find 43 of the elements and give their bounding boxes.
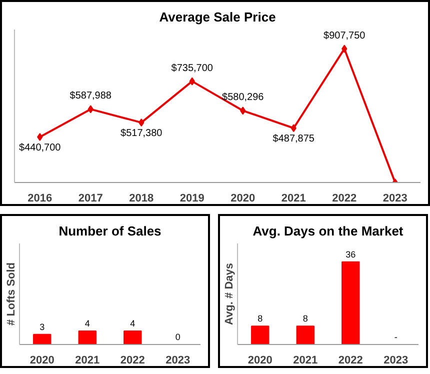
y-axis-title: Avg. # Days: [224, 263, 236, 325]
x-tick-label: 2023: [382, 192, 408, 204]
data-label: $587,988: [70, 90, 112, 102]
data-label: $907,750: [324, 30, 366, 42]
x-tick-label: 2020: [230, 192, 256, 204]
data-label: 8: [258, 314, 263, 324]
chart-title: Average Sale Price: [159, 10, 276, 24]
data-label: 0: [175, 332, 180, 342]
x-tick-label: 2022: [338, 354, 363, 366]
x-tick-label: 2020: [248, 354, 272, 366]
data-label: 8: [302, 314, 308, 324]
point: [37, 133, 43, 142]
text: -: [394, 332, 398, 342]
data-label: $735,700: [171, 62, 214, 74]
x-tick-label: 2023: [166, 354, 190, 366]
data-label: $440,700: [19, 142, 62, 154]
data-label: $487,875: [272, 134, 315, 145]
point: [189, 77, 195, 86]
point: [240, 106, 246, 115]
x-tick-label: 2021: [293, 354, 318, 366]
data-label: $580,296: [222, 92, 264, 104]
data-label: 4: [84, 318, 90, 329]
data-label: $517,380: [120, 128, 163, 140]
data-label: 3: [40, 322, 45, 332]
x-tick-label: 2016: [28, 192, 52, 204]
point: [342, 44, 348, 53]
data-label: 4: [130, 318, 136, 329]
x-tick-label: 2022: [120, 354, 145, 366]
chart-title: Number of Sales: [58, 224, 162, 238]
y-axis-title: # Lofts Sold: [6, 262, 18, 326]
point: [88, 105, 94, 114]
x-tick-label: 2021: [75, 354, 100, 366]
point: [290, 124, 296, 132]
x-tick-label: 2020: [30, 354, 54, 366]
x-tick-label: 2023: [384, 354, 408, 366]
data-label: 36: [346, 249, 356, 260]
point: [138, 118, 144, 127]
x-tick-label: 2019: [180, 192, 204, 204]
x-tick-label: 2018: [129, 192, 154, 204]
chart-title: Avg. Days on the Market: [252, 224, 404, 238]
x-tick-label: 2022: [332, 192, 357, 204]
x-tick-label: 2021: [281, 192, 306, 204]
x-tick-label: 2017: [78, 192, 103, 204]
